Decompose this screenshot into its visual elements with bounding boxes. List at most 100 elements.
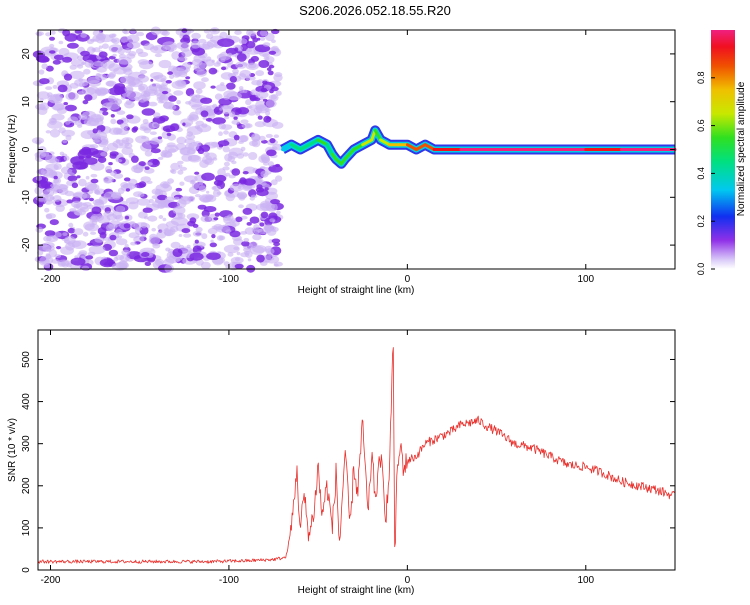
noise-blob xyxy=(121,249,130,256)
noise-blob xyxy=(162,90,169,95)
noise-blob xyxy=(100,152,107,157)
noise-blob xyxy=(201,233,208,240)
colorbar-gradient xyxy=(711,30,735,269)
noise-blob xyxy=(55,204,65,212)
noise-blob xyxy=(112,139,130,149)
noise-blob xyxy=(153,46,159,51)
noise-blob xyxy=(133,184,137,188)
noise-blob xyxy=(254,121,266,128)
noise-blob xyxy=(99,258,116,268)
noise-blob xyxy=(139,60,154,70)
noise-blob xyxy=(152,243,161,249)
noise-blob xyxy=(178,234,183,237)
noise-blob xyxy=(98,45,103,49)
noise-blob xyxy=(66,169,73,173)
noise-blob xyxy=(91,47,97,52)
noise-blob xyxy=(223,244,240,254)
noise-blob xyxy=(65,92,79,101)
noise-blob xyxy=(260,211,269,219)
noise-blob xyxy=(165,80,172,84)
noise-blob xyxy=(83,68,91,75)
noise-blob xyxy=(125,188,130,192)
track-segment xyxy=(414,143,427,151)
noise-blob xyxy=(126,41,141,49)
noise-blob xyxy=(246,105,253,109)
noise-blob xyxy=(273,263,279,267)
noise-blob xyxy=(52,59,61,65)
noise-blob xyxy=(169,74,175,79)
noise-blob xyxy=(228,147,244,156)
noise-blob xyxy=(231,119,240,125)
noise-blob xyxy=(82,100,89,105)
noise-blob xyxy=(217,168,226,177)
colorbar-tick-label: 0.0 xyxy=(696,263,706,276)
noise-blob xyxy=(189,196,195,200)
noise-blob xyxy=(235,108,240,113)
y-tick-label: 10 xyxy=(21,96,32,108)
noise-blob xyxy=(266,149,277,157)
noise-blob xyxy=(182,122,186,126)
snr-frame xyxy=(37,329,676,571)
noise-blob xyxy=(110,114,115,118)
noise-blob xyxy=(257,37,261,41)
noise-blob xyxy=(45,32,52,37)
noise-blob xyxy=(189,94,197,98)
noise-blob xyxy=(81,265,90,271)
noise-blob xyxy=(57,84,68,93)
noise-blob xyxy=(124,243,129,249)
noise-blob xyxy=(233,116,238,120)
noise-blob xyxy=(170,169,177,174)
colorbar-tick-label: 0.4 xyxy=(696,167,706,180)
noise-blob xyxy=(149,131,157,135)
noise-blob xyxy=(150,78,154,82)
noise-blob xyxy=(273,134,279,138)
noise-blob xyxy=(238,73,247,80)
noise-blob xyxy=(90,173,98,178)
noise-blob xyxy=(202,116,208,120)
noise-blob xyxy=(49,50,56,54)
noise-blob xyxy=(224,172,231,177)
noise-blob xyxy=(259,29,268,37)
noise-blob xyxy=(45,65,54,72)
noise-blob xyxy=(49,36,55,41)
noise-blob xyxy=(196,124,212,133)
noise-blob xyxy=(104,165,113,173)
noise-blob xyxy=(179,246,192,253)
noise-blob xyxy=(84,59,94,68)
noise-blob xyxy=(185,76,191,80)
noise-blob xyxy=(194,239,199,244)
noise-blob xyxy=(83,157,98,165)
noise-blob xyxy=(205,56,212,62)
noise-blob xyxy=(159,115,169,122)
track-segment xyxy=(379,138,391,147)
noise-blob xyxy=(205,152,217,161)
noise-blob xyxy=(95,34,106,44)
noise-blob xyxy=(194,171,200,175)
noise-blob xyxy=(126,114,134,120)
track-segment xyxy=(281,143,293,151)
noise-blob xyxy=(275,175,283,182)
noise-blob xyxy=(175,41,190,50)
spectrogram-signal-track xyxy=(280,125,677,169)
noise-blob xyxy=(44,230,56,237)
noise-blob xyxy=(212,117,226,125)
noise-blob xyxy=(177,66,190,74)
noise-blob xyxy=(172,109,182,116)
noise-blob xyxy=(240,252,250,258)
noise-blob xyxy=(132,126,139,132)
noise-blob xyxy=(53,54,65,61)
noise-blob xyxy=(143,127,151,134)
noise-blob xyxy=(269,218,276,223)
noise-blob xyxy=(86,38,94,45)
noise-blob xyxy=(242,171,249,175)
noise-blob xyxy=(189,217,197,224)
noise-blob xyxy=(39,98,44,102)
noise-blob xyxy=(124,215,130,220)
noise-blob xyxy=(215,84,227,92)
noise-blob xyxy=(248,152,258,160)
noise-blob xyxy=(110,118,117,125)
noise-blob xyxy=(255,203,272,211)
noise-blob xyxy=(96,88,107,97)
noise-blob xyxy=(221,66,227,71)
noise-blob xyxy=(221,124,233,130)
